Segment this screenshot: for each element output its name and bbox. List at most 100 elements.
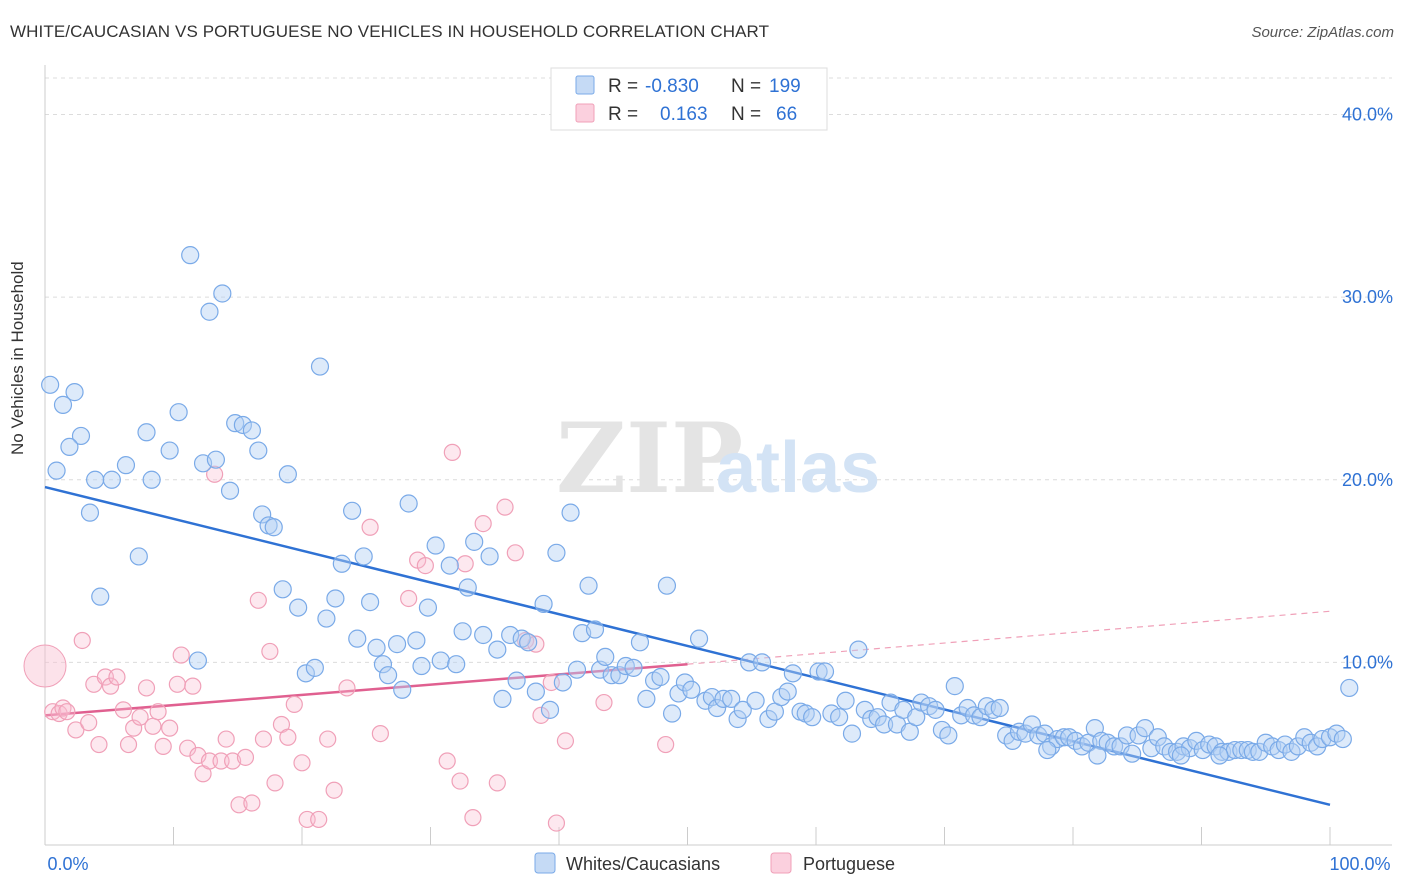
y-tick-label: 20.0% (1342, 470, 1393, 490)
data-point-white (447, 655, 466, 674)
data-point-portuguese (230, 796, 248, 814)
data-point-portuguese (361, 518, 379, 536)
data-point-portuguese (400, 589, 418, 608)
source-label: Source: ZipAtlas.com (1251, 24, 1394, 41)
data-point-white (431, 651, 450, 670)
data-point-portuguese (464, 809, 482, 827)
data-point-white (722, 689, 741, 709)
data-point-white (343, 501, 362, 520)
data-point-white (561, 503, 580, 522)
data-point-white (714, 689, 733, 709)
data-point-portuguese (80, 714, 98, 732)
data-point-portuguese (161, 719, 179, 737)
data-point-white (702, 687, 722, 707)
watermark-atlas: atlas (716, 428, 880, 508)
data-point-portuguese (144, 717, 162, 735)
data-point-portuguese (217, 730, 235, 748)
data-point-white (233, 415, 252, 435)
legend-r-label: R = (608, 76, 638, 97)
data-point-white (169, 403, 188, 422)
data-point-portuguese (224, 752, 242, 770)
data-point-white (458, 578, 477, 597)
data-point-white (1029, 726, 1048, 745)
data-point-portuguese (206, 465, 224, 483)
data-point-white (361, 593, 380, 612)
data-point-portuguese (125, 719, 143, 737)
data-point-white (412, 656, 431, 676)
data-point-white (378, 666, 398, 685)
data-point-white (332, 554, 351, 573)
data-point-portuguese (67, 721, 85, 739)
data-point-portuguese (506, 544, 524, 562)
data-point-white (958, 698, 977, 718)
data-point-white (296, 664, 315, 683)
legend-n-value: 66 (776, 104, 797, 125)
data-point-portuguese (90, 735, 108, 754)
data-point-white (474, 625, 493, 645)
data-point-white (367, 638, 386, 657)
data-point-white (875, 715, 894, 734)
data-point-white (305, 658, 324, 677)
data-point-white (707, 698, 727, 718)
data-point-portuguese (249, 591, 267, 609)
data-point-white (596, 647, 615, 667)
data-point-white (200, 302, 219, 321)
legend-r-value: 0.163 (660, 104, 708, 125)
data-point-white (249, 441, 268, 460)
data-point-white (501, 625, 520, 645)
data-point-portuguese (488, 774, 506, 792)
legend-swatch-portuguese (575, 103, 595, 123)
data-point-portuguese (438, 752, 456, 770)
data-point-white (945, 677, 964, 696)
data-point-portuguese (285, 695, 303, 713)
legend-n-label: N = (731, 104, 761, 125)
data-point-white (1129, 726, 1148, 745)
data-point-portuguese (73, 631, 91, 650)
data-point-white (651, 667, 670, 687)
data-point-portuguese (547, 814, 566, 832)
data-point-white (567, 660, 587, 679)
data-point-white (1340, 678, 1359, 698)
data-point-white (102, 470, 121, 489)
data-point-white (465, 532, 484, 551)
data-point-white (778, 682, 797, 701)
data-point-portuguese (657, 735, 675, 754)
legend-swatch-white (575, 75, 595, 95)
data-point-white (181, 246, 200, 265)
data-point-white (41, 375, 60, 394)
data-point-portuguese (338, 679, 356, 697)
data-point-white (53, 395, 73, 414)
data-point-portuguese (443, 443, 461, 461)
data-point-white (728, 709, 747, 729)
data-point-white (984, 700, 1003, 719)
y-tick-label: 30.0% (1342, 287, 1393, 307)
data-point-white (1135, 719, 1155, 738)
y-tick-label: 40.0% (1342, 105, 1393, 125)
data-point-white (534, 594, 553, 614)
data-point-portuguese (319, 730, 337, 748)
data-point-white (91, 587, 110, 606)
legend-bottom-swatch-portuguese (770, 852, 792, 874)
data-point-white (206, 450, 226, 469)
data-point-white (60, 437, 79, 456)
data-point-white (1038, 740, 1057, 760)
data-point-white (71, 426, 91, 446)
data-point-white (507, 671, 526, 690)
data-point-portuguese (137, 679, 156, 697)
data-point-portuguese (556, 732, 575, 750)
data-point-white (526, 682, 545, 701)
legend-top: R = -0.830 N = 199 R = 0.163 N = 66 (550, 67, 828, 131)
data-point-portuguese (371, 725, 389, 743)
data-point-white (759, 709, 778, 729)
legend-n-label: N = (731, 76, 761, 97)
data-point-white (387, 635, 407, 654)
data-point-white (326, 589, 345, 608)
data-point-white (675, 673, 695, 692)
data-point-white (926, 700, 945, 719)
data-point-white (809, 662, 828, 681)
x-tick-label: 0.0% (47, 854, 88, 874)
data-point-portuguese (279, 728, 297, 746)
data-point-portuguese (595, 693, 613, 712)
data-point-portuguese (236, 748, 255, 766)
data-point-white (213, 284, 232, 303)
